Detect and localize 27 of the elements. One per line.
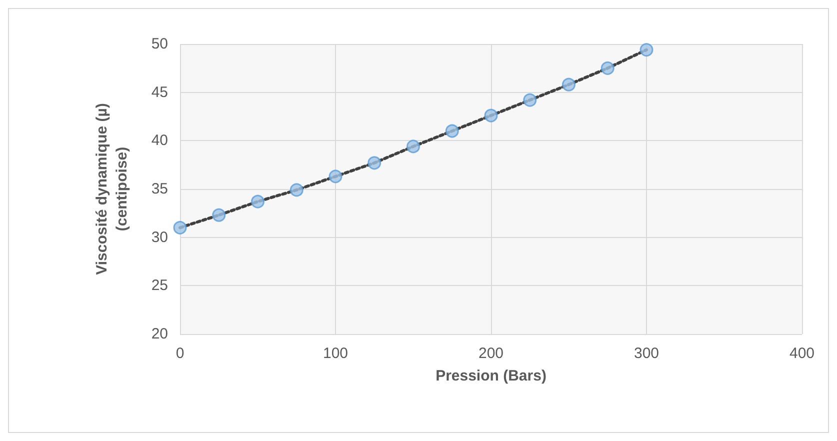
x-axis-title: Pression (Bars) — [436, 368, 546, 384]
y-tick-label: 30 — [151, 228, 168, 246]
y-tick-label: 45 — [151, 84, 168, 101]
y-tick-label: 35 — [151, 180, 168, 198]
point — [173, 220, 187, 234]
y-tick-label: 25 — [151, 277, 168, 294]
x-tick-label: 200 — [478, 345, 504, 362]
y-axis-title: Viscosité dynamique (µ) (centipoise) — [94, 103, 130, 275]
point — [562, 78, 576, 92]
point — [640, 43, 654, 57]
x-tick-label: 300 — [634, 345, 660, 362]
y-tick-label: 20 — [151, 326, 168, 342]
point — [328, 170, 342, 184]
y-tick-label: 40 — [151, 132, 168, 150]
point — [251, 194, 264, 208]
point — [523, 93, 537, 107]
x-tick-label: 400 — [789, 345, 815, 362]
y-tick-label: 50 — [151, 36, 168, 52]
x-tick-label: 100 — [322, 345, 348, 362]
x-tick-label: 0 — [176, 345, 184, 362]
point — [368, 156, 382, 170]
point — [290, 183, 304, 197]
point — [484, 108, 498, 122]
point — [212, 208, 226, 222]
point — [406, 140, 420, 154]
point — [600, 61, 614, 75]
point — [445, 124, 459, 138]
